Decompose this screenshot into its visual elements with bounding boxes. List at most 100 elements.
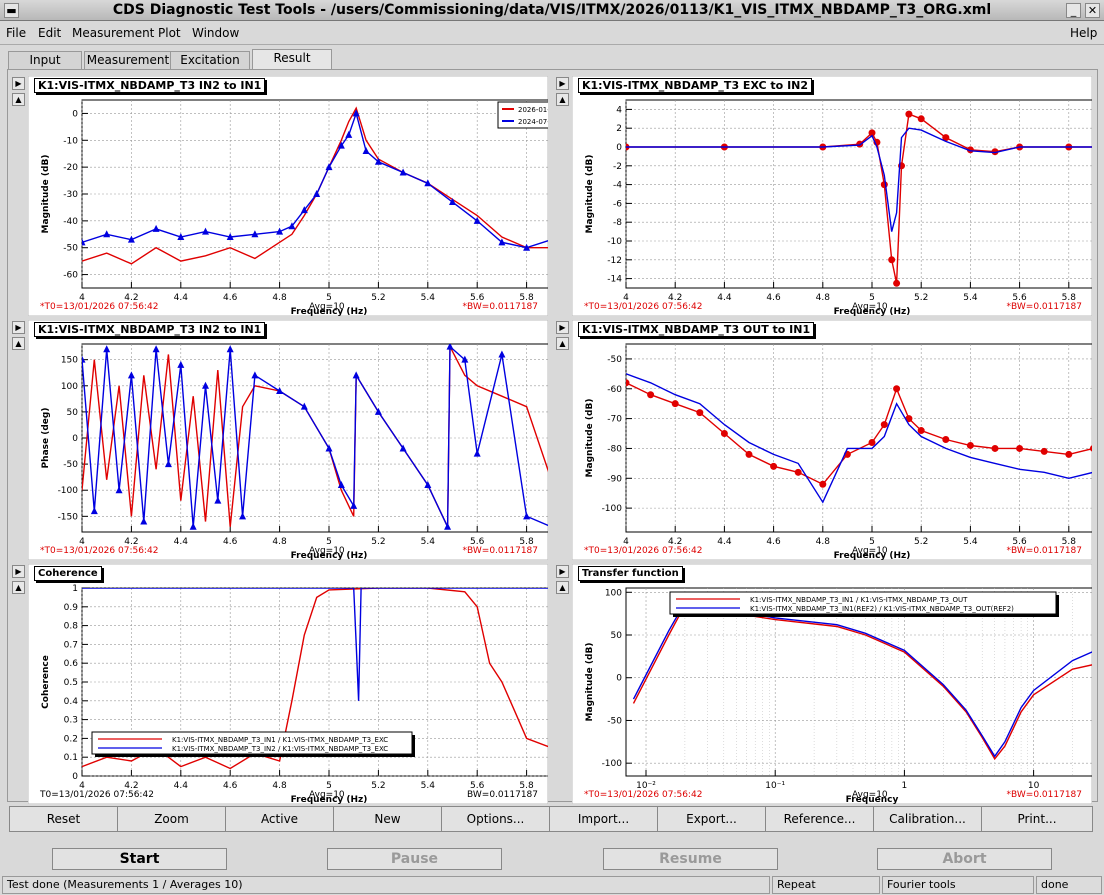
y-tick-label: 50 [67,408,79,418]
data-point [202,381,209,389]
reset-button[interactable]: Reset [9,806,118,832]
y-tick-label: -20 [63,163,78,173]
menu-window[interactable]: Window [192,26,240,40]
y-tick-label: -6 [613,199,622,209]
resume-button[interactable]: Resume [603,848,778,870]
data-point [276,227,284,235]
start-button[interactable]: Start [52,848,227,870]
import-button[interactable]: Import... [549,806,658,832]
y-tick-label: -50 [607,355,622,365]
tab-excitation[interactable]: Excitation [170,51,250,70]
plot-pad-mag-exc-in2[interactable]: 44.24.44.64.855.25.45.65.86420-2-4-6-8-1… [572,76,1092,316]
plot-canvas[interactable]: 44.24.44.64.855.25.45.65.86150100500-50-… [28,320,548,560]
reference-button[interactable]: Reference... [765,806,874,832]
pad-collapse-arrow-icon[interactable]: ▲ [556,581,569,594]
pad-options-arrow-icon[interactable]: ▶ [556,565,569,578]
pad-collapse-arrow-icon[interactable]: ▲ [556,337,569,350]
x-tick-label: 4.4 [174,293,189,303]
close-icon[interactable]: ✕ [1085,3,1100,18]
plot-pad-phase-in2-in1[interactable]: 44.24.44.64.855.25.45.65.86150100500-50-… [28,320,548,560]
data-point [991,148,999,156]
plot-canvas[interactable]: 44.24.44.64.855.25.45.65.86-50-60-70-80-… [572,320,1092,560]
y-tick-label: 0 [616,143,622,153]
pad-options-arrow-icon[interactable]: ▶ [556,321,569,334]
y-tick-label: 0.2 [64,734,78,744]
series-line-1 [82,345,548,528]
menu-measurement[interactable]: Measurement [72,26,155,40]
pad-collapse-arrow-icon[interactable]: ▲ [12,93,25,106]
data-point [177,232,185,240]
data-point [300,206,308,214]
data-point [164,460,172,468]
menu-file[interactable]: File [6,26,27,40]
y-axis-label: Coherence [41,655,51,709]
plot-canvas[interactable]: 10⁻² 10⁻¹ 1 10 100 50 0 -50 -100 Frequency Magnitu… [572,564,1092,804]
calibration-button[interactable]: Calibration... [873,806,982,832]
data-point [424,481,432,488]
data-point [90,507,98,515]
plot-pad-mag-out-in1[interactable]: 44.24.44.64.855.25.45.65.86-50-60-70-80-… [572,320,1092,560]
menu-edit[interactable]: Edit [38,26,62,40]
menu-plot[interactable]: Plot [158,26,181,40]
data-point [917,115,925,123]
data-point [140,517,148,525]
active-button[interactable]: Active [225,806,334,832]
start-time-label: *T0=13/01/2026 07:56:42 [584,790,703,800]
x-tick-label: 5.2 [371,781,385,791]
result-tab-frame [7,69,1098,802]
x-tick-label: 4 [623,293,629,303]
y-tick-label: -10 [607,237,622,247]
menu-help[interactable]: Help [1070,26,1098,40]
pad-collapse-arrow-icon[interactable]: ▲ [12,337,25,350]
pad-options-arrow-icon[interactable]: ▶ [12,565,25,578]
x-axis-label: Frequency (Hz) [291,307,368,316]
x-tick-label: 4.8 [816,537,831,547]
window-menu-icon[interactable]: ▬ [4,3,19,18]
data-point [819,480,827,488]
x-tick-label: 10⁻² [636,781,656,791]
plot-canvas[interactable]: 44.24.44.64.855.25.45.65.86420-2-4-6-8-1… [572,76,1092,316]
bandwidth-label: *BW=0.0117187 [462,302,538,312]
x-tick-label: 5 [326,781,332,791]
y-tick-label: -80 [607,444,622,454]
y-tick-label: -50 [607,716,622,726]
pad-options-arrow-icon[interactable]: ▶ [12,321,25,334]
data-point [720,430,728,438]
pad-collapse-arrow-icon[interactable]: ▲ [556,93,569,106]
data-point [103,345,111,353]
plot-canvas[interactable]: 44.24.44.64.855.25.45.65.860-10-20-30-40… [28,76,548,316]
data-point [888,256,896,264]
bandwidth-label: BW=0.0117187 [467,790,538,800]
tab-input[interactable]: Input [8,51,82,70]
bandwidth-label: *BW=0.0117187 [1006,302,1082,312]
data-point [1040,447,1048,455]
y-tick-label: 150 [61,356,78,366]
legend-entry: K1:VIS-ITMX_NBDAMP_T3_IN1 / K1:VIS-ITMX_… [172,736,388,744]
abort-button[interactable]: Abort [877,848,1052,870]
export-button[interactable]: Export... [657,806,766,832]
tab-result[interactable]: Result [252,49,332,70]
pad-collapse-arrow-icon[interactable]: ▲ [12,581,25,594]
y-tick-label: 100 [61,382,78,392]
x-tick-label: 5 [326,293,332,303]
data-point [288,222,296,230]
y-tick-label: 1 [72,584,78,594]
x-tick-label: 1 [902,781,908,791]
plot-pad-transfer[interactable]: 10⁻² 10⁻¹ 1 10 100 50 0 -50 -100 Frequency Magnitu… [572,564,1092,804]
y-tick-label: -4 [613,181,622,191]
zoom-button[interactable]: Zoom [117,806,226,832]
y-tick-label: -60 [607,385,622,395]
average-count-label: Avg=10 [309,790,345,800]
tab-measurement[interactable]: Measurement [84,51,172,70]
pad-options-arrow-icon[interactable]: ▶ [12,77,25,90]
options-button[interactable]: Options... [441,806,550,832]
plot-pad-mag-in2-in1[interactable]: 44.24.44.64.855.25.45.65.860-10-20-30-40… [28,76,548,316]
plot-canvas[interactable]: 44.24.44.64.855.25.45.65.8610.90.80.70.6… [28,564,548,804]
print-button[interactable]: Print... [981,806,1093,832]
pad-options-arrow-icon[interactable]: ▶ [556,77,569,90]
plot-pad-coherence[interactable]: 44.24.44.64.855.25.45.65.8610.90.80.70.6… [28,564,548,804]
new-button[interactable]: New [333,806,442,832]
minimize-icon[interactable]: _ [1066,3,1081,18]
pause-button[interactable]: Pause [327,848,502,870]
data-point [745,450,753,458]
